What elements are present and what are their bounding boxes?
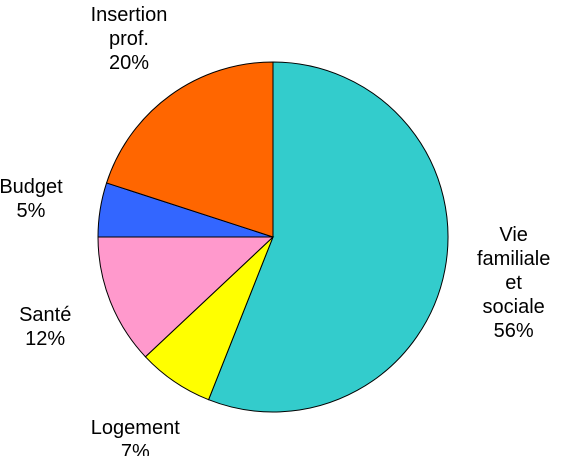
value-label: 56%	[493, 319, 534, 342]
category-label: Insertion prof.	[90, 3, 168, 50]
pie-slice	[97, 236, 275, 358]
slice-label: Logement 7%	[91, 416, 180, 456]
slice-label: Budget 5%	[0, 175, 63, 223]
value-label: 7%	[120, 440, 150, 456]
value-label: 5%	[16, 199, 46, 222]
slice-label: Santé 12%	[19, 303, 71, 351]
category-label: Vie familiale et sociale	[476, 223, 551, 318]
category-label: Budget	[0, 175, 63, 198]
value-label: 20%	[108, 51, 149, 74]
value-label: 12%	[25, 328, 66, 351]
category-label: Santé	[19, 304, 72, 327]
pie-slice	[207, 61, 449, 413]
slice-label: Insertion prof. 20%	[91, 3, 168, 75]
slice-label: Vie familiale et sociale 56%	[477, 223, 550, 343]
pie-slice	[105, 61, 274, 238]
category-label: Logement	[90, 416, 180, 439]
